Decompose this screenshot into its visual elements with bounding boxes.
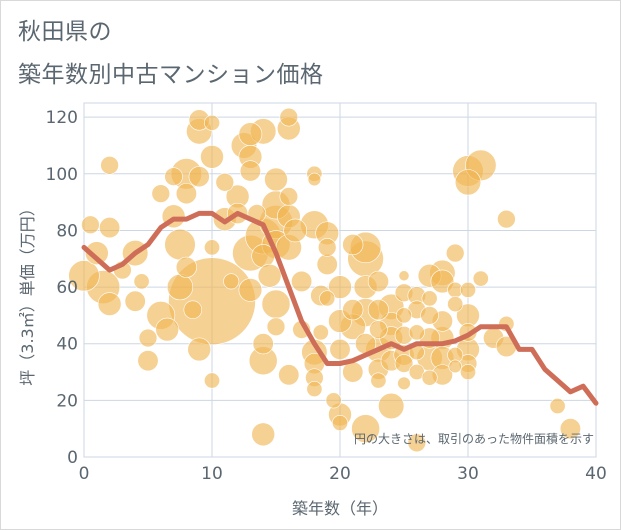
trend-line <box>81 210 599 406</box>
bubble-point <box>421 290 438 307</box>
y-tick-label: 120 <box>46 108 78 128</box>
bubble-point <box>200 144 224 169</box>
bubble-point <box>319 290 336 307</box>
bubble-point <box>454 169 482 196</box>
x-tick-label: 30 <box>457 464 479 484</box>
x-tick-label: 40 <box>585 464 607 484</box>
tick-labels: 0 10 20 30 40 0 20 40 60 80 100 120 <box>46 108 607 484</box>
bubble-point <box>398 270 410 282</box>
bubble-point <box>99 217 121 239</box>
bubble-point <box>183 300 203 319</box>
bubble-point <box>278 364 300 386</box>
y-tick-label: 60 <box>56 278 78 298</box>
bubble-point <box>266 317 286 336</box>
bubble-point <box>68 260 100 292</box>
bubble-point <box>223 273 240 290</box>
bubble-point <box>137 350 159 372</box>
bubble-point <box>239 160 261 182</box>
bubble-point <box>367 270 389 292</box>
bubble-point <box>421 369 438 386</box>
bubble-point <box>204 239 220 256</box>
bubble-point <box>238 278 263 302</box>
bubble-point <box>166 273 194 301</box>
bubble-point <box>175 256 197 278</box>
bubble-point <box>460 281 476 298</box>
bubble-point <box>370 372 387 389</box>
bubble-point <box>124 290 146 312</box>
bubble-point <box>312 324 329 341</box>
bubble-point <box>175 183 197 205</box>
bubble-point <box>261 289 291 319</box>
bubble-point <box>317 238 337 257</box>
bubble-point <box>407 433 427 453</box>
bubble-point <box>188 166 210 188</box>
bubble-point <box>420 306 439 325</box>
y-axis-label: 坪（3.3㎡）単価（万円） <box>18 200 37 385</box>
bubble-point <box>397 376 411 391</box>
bubble-point <box>306 381 323 398</box>
bubble-point <box>257 263 282 288</box>
chart-title-line2: 築年数別中古マンション価格 <box>18 62 324 88</box>
size-note: 円の大きさは、取引のあった物件面積を示す <box>354 431 594 446</box>
bubble-point <box>549 398 566 415</box>
bubble-point <box>133 273 150 290</box>
bubble-point <box>279 187 299 206</box>
y-tick-label: 40 <box>56 335 78 355</box>
bubble-point <box>325 392 342 409</box>
bubble-point <box>445 243 465 263</box>
bubble-point <box>84 241 109 265</box>
bubble-point <box>559 418 581 440</box>
bubble-point <box>187 337 212 362</box>
bubble-point <box>460 364 476 381</box>
bubble-point <box>342 361 364 383</box>
bubble-layer <box>68 107 581 453</box>
bubble-point <box>497 209 516 229</box>
y-tick-label: 80 <box>56 221 78 241</box>
bubble-point <box>252 333 274 355</box>
bubble-point <box>367 299 389 321</box>
bubble-point <box>328 275 352 299</box>
bubble-point <box>291 270 313 292</box>
bubble-point <box>307 172 322 187</box>
bubble-point <box>472 270 489 287</box>
bubble-point <box>155 317 180 342</box>
bubble-point <box>264 167 288 192</box>
bubble-point <box>215 173 235 192</box>
bubble-point <box>81 215 100 235</box>
bubble-point <box>138 328 158 348</box>
bubble-point <box>447 296 464 313</box>
x-tick-label: 20 <box>329 464 351 484</box>
bubble-point <box>342 299 364 321</box>
bubble-point <box>408 324 425 341</box>
bubble-point <box>204 372 220 389</box>
x-tick-label: 10 <box>201 464 223 484</box>
bubble-point <box>448 359 462 374</box>
bubble-point <box>351 414 380 444</box>
y-tick-label: 0 <box>67 448 78 468</box>
bubble-point <box>238 122 263 146</box>
y-tick-label: 100 <box>46 165 78 185</box>
bubble-point <box>342 234 364 256</box>
bubble-point <box>369 320 388 339</box>
x-tick-label: 0 <box>79 464 90 484</box>
bubble-point <box>164 228 196 261</box>
x-axis-label: 築年数（年） <box>292 499 388 518</box>
bubble-point <box>97 292 122 316</box>
chart-title-line1: 秋田県の <box>18 19 112 45</box>
bubble-point <box>378 392 405 420</box>
y-tick-label: 20 <box>56 391 78 411</box>
bubble-point <box>316 253 338 275</box>
bubble-point <box>204 114 220 131</box>
bubble-point <box>164 167 183 186</box>
bubble-point <box>251 422 276 447</box>
bubble-point <box>279 107 299 127</box>
bubble-point <box>329 338 351 360</box>
bubble-point <box>332 415 348 431</box>
bubble-point <box>151 184 171 203</box>
bubble-point <box>396 307 412 324</box>
bubble-point <box>394 354 414 373</box>
bubble-point <box>100 156 119 175</box>
bubble-point <box>283 218 308 243</box>
